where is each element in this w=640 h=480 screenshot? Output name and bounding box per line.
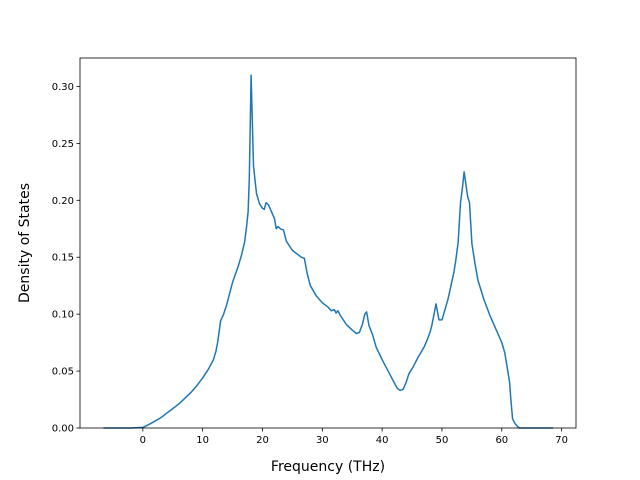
dos-series-line-0 [103,74,554,429]
x-tick-label: 10 [196,435,209,446]
y-tick-label: 0.10 [52,310,74,321]
x-tick-label: 60 [495,435,508,446]
y-tick-label: 0.05 [52,367,74,378]
y-tick-label: 0.20 [52,196,74,207]
y-tick-label: 0.15 [52,253,74,264]
y-tick-label: 0.25 [52,139,74,150]
tick-marks: 0 10 20 30 40 50 60 70 0.00 0.05 0.10 0.15 0.20 0.25 0… [52,82,568,446]
y-axis-label: Density of States [17,183,33,303]
x-tick-label: 20 [256,435,269,446]
y-tick-label: 0.30 [52,82,74,93]
x-tick-label: 0 [140,435,146,446]
x-tick-label: 70 [555,435,568,446]
x-tick-label: 40 [376,435,389,446]
axes-frame [79,57,577,429]
x-tick-label: 50 [436,435,449,446]
x-tick-label: 30 [316,435,329,446]
plot-area [103,74,554,429]
y-tick-label: 0.00 [52,424,74,435]
x-axis-label: Frequency (THz) [271,459,385,475]
